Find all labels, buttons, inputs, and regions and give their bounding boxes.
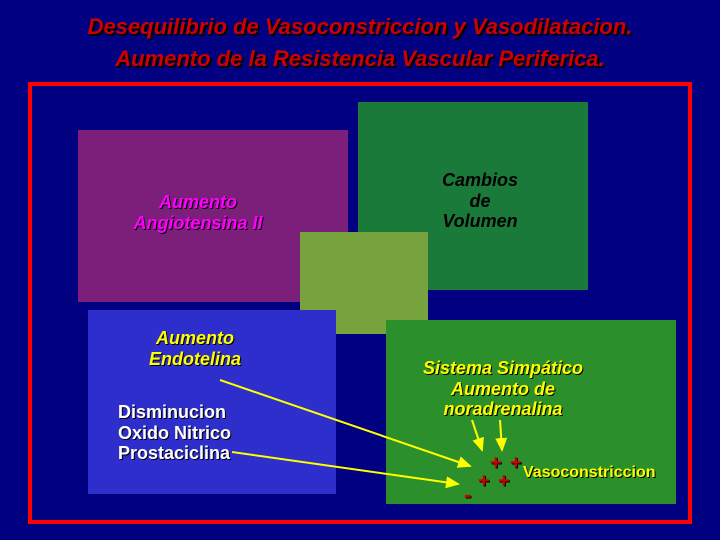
symbol-minus: - (464, 482, 471, 508)
symbol-plus-3: + (478, 470, 490, 493)
slide-root: Desequilibrio de Vasoconstriccion y Vaso… (0, 0, 720, 540)
arrows-layer (0, 0, 720, 540)
label-vasoconstriccion: Vasoconstriccion (523, 464, 656, 482)
symbol-plus-4: + (498, 470, 510, 493)
symbol-plus-2: + (510, 452, 522, 475)
